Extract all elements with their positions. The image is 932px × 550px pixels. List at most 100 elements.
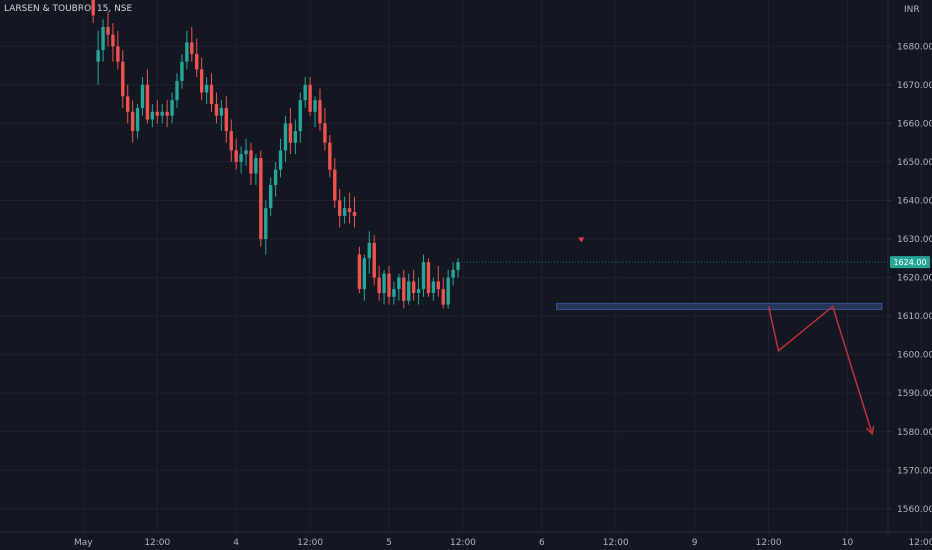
candle: [441, 277, 445, 309]
current-price-label: 1624.00: [893, 258, 926, 267]
candle-body: [229, 131, 233, 151]
price-tick-label: 1660.00: [897, 119, 932, 129]
time-tick-label: 9: [692, 538, 698, 548]
candle-body: [170, 100, 174, 116]
candle-body: [387, 273, 391, 297]
candle-body: [254, 158, 258, 174]
candle-body: [175, 80, 179, 101]
time-tick-label: 12:00: [603, 538, 629, 548]
support-zone: [556, 302, 883, 311]
candle: [209, 73, 214, 112]
candle: [278, 138, 283, 178]
candle: [431, 277, 436, 301]
candle: [219, 100, 224, 132]
candle: [283, 115, 288, 162]
candle-body: [264, 208, 268, 240]
candle-body: [155, 111, 159, 116]
price-tick-label: 1600.00: [897, 351, 932, 361]
candle-body: [357, 254, 362, 290]
candle: [421, 254, 426, 297]
chart-legend-symbol: LARSEN & TOUBRO, 15, NSE: [4, 4, 133, 14]
candle: [111, 23, 115, 62]
candle-body: [185, 42, 189, 62]
price-tick-label: 1620.00: [897, 274, 932, 284]
currency-label: INR: [904, 5, 920, 15]
candle-body: [106, 26, 110, 35]
candle-body: [407, 281, 411, 301]
time-axis[interactable]: 12:00May12:00412:00512:00612:00912:00101…: [0, 531, 932, 548]
time-tick-label: 10: [842, 538, 854, 548]
candle-body: [382, 273, 386, 293]
candle-body: [165, 111, 169, 116]
candle: [308, 77, 312, 116]
candle-body: [209, 84, 214, 105]
candle-body: [278, 150, 283, 170]
time-tick-label: 12:00: [450, 538, 476, 548]
candle-body: [446, 277, 450, 305]
candle: [121, 50, 125, 108]
candle: [135, 104, 140, 139]
grid-lines: [0, 0, 922, 532]
candle: [367, 231, 371, 274]
candle: [397, 273, 401, 301]
time-tick-label: May: [74, 538, 93, 548]
candle: [150, 104, 155, 128]
candle-body: [116, 46, 120, 62]
candle-body: [234, 150, 238, 162]
candle-body: [342, 208, 347, 216]
candle-body: [397, 277, 401, 290]
candle-body: [308, 84, 312, 112]
candle-body: [180, 61, 184, 81]
price-tick-label: 1560.00: [897, 505, 932, 515]
time-tick-label: 12:00: [756, 538, 782, 548]
candle: [342, 196, 347, 224]
candle: [180, 53, 184, 89]
candle: [160, 104, 164, 124]
candle-body: [456, 262, 460, 270]
candle: [254, 154, 258, 186]
projection-arrowhead: [865, 425, 875, 436]
candle: [204, 77, 209, 105]
candle-body: [333, 169, 337, 201]
current-price-badge: [890, 256, 930, 269]
candle: [382, 269, 386, 305]
candle-body: [298, 100, 302, 132]
candle-body: [199, 69, 204, 93]
candle-body: [426, 262, 431, 293]
candle-body: [244, 150, 248, 155]
candle: [298, 92, 302, 143]
candle-body: [219, 107, 224, 116]
candle: [451, 262, 455, 286]
time-tick-label: 5: [386, 538, 392, 548]
candle: [239, 146, 243, 174]
candle: [185, 30, 189, 70]
candle: [96, 30, 100, 85]
candle-body: [313, 100, 317, 112]
candle: [446, 269, 450, 309]
candle-body: [431, 281, 436, 293]
candle-body: [121, 61, 125, 97]
candle-body: [111, 34, 115, 47]
price-tick-label: 1570.00: [897, 466, 932, 476]
price-axis[interactable]: 1680.00 1670.00 1660.00 1650.00 1640.00 1630.…: [887, 0, 932, 532]
candle: [323, 107, 327, 151]
candle-body: [214, 104, 219, 116]
candle: [318, 88, 322, 132]
candle: [357, 246, 362, 293]
candle: [273, 161, 278, 197]
candle-body: [259, 158, 263, 240]
candle: [426, 258, 431, 297]
support-zone-rect: [556, 302, 883, 311]
candle-body: [283, 123, 288, 151]
time-tick-label: 6: [539, 538, 545, 548]
candle-body: [367, 242, 371, 259]
candle-body: [160, 111, 164, 116]
candle: [303, 77, 307, 108]
candle-body: [145, 84, 150, 120]
candle: [229, 119, 233, 162]
sell-marker-triangle: [578, 237, 585, 243]
price-tick-label: 1640.00: [897, 196, 932, 206]
candle-body: [392, 289, 396, 297]
time-tick-label: 12:00: [908, 538, 932, 548]
